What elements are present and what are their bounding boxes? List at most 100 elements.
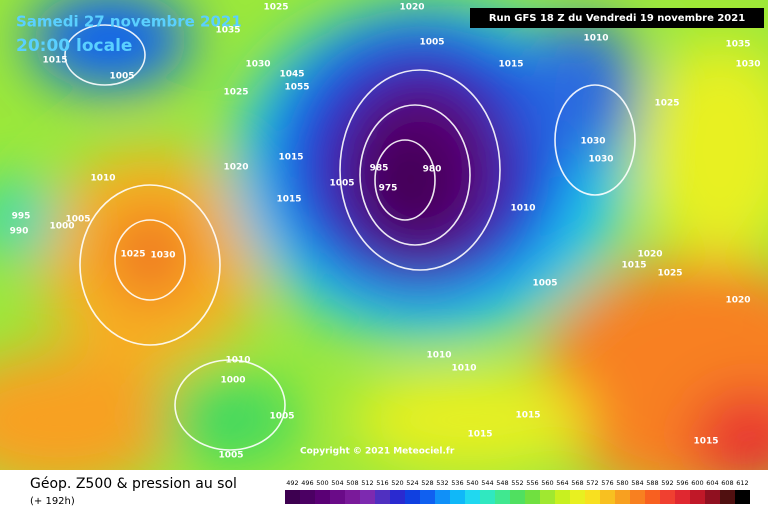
legend-swatch bbox=[495, 490, 510, 504]
isobar-label: 1015 bbox=[498, 60, 523, 70]
isobar-label: 1030 bbox=[150, 251, 175, 261]
isobar-label: 1005 bbox=[419, 38, 444, 48]
isobar-label: 1015 bbox=[42, 56, 67, 66]
legend-value: 536 bbox=[451, 479, 463, 487]
run-text: Run GFS 18 Z du Vendredi 19 novembre 202… bbox=[489, 13, 745, 24]
legend-value: 520 bbox=[391, 479, 403, 487]
legend-swatch bbox=[720, 490, 735, 504]
isobar-label: 1000 bbox=[220, 376, 245, 386]
legend-swatch bbox=[420, 490, 435, 504]
legend-swatch bbox=[690, 490, 705, 504]
isobar-label: 1025 bbox=[657, 269, 682, 279]
legend-value: 504 bbox=[331, 479, 343, 487]
isobar-label: 1010 bbox=[426, 351, 451, 361]
date-text: Samedi 27 novembre 2021 bbox=[16, 13, 242, 31]
isobar-label: 1010 bbox=[225, 356, 250, 366]
legend-value: 576 bbox=[601, 479, 613, 487]
legend-value: 552 bbox=[511, 479, 523, 487]
isobar-label: 1035 bbox=[725, 40, 750, 50]
footer-lead: (+ 192h) bbox=[30, 496, 75, 507]
isobar-label: 1030 bbox=[580, 137, 605, 147]
isobar-label: 1005 bbox=[269, 412, 294, 422]
legend-value: 524 bbox=[406, 479, 418, 487]
legend-value: 560 bbox=[541, 479, 553, 487]
legend-swatch bbox=[630, 490, 645, 504]
legend-value: 608 bbox=[721, 479, 733, 487]
legend-value: 592 bbox=[661, 479, 673, 487]
legend-value: 516 bbox=[376, 479, 388, 487]
isobar-label: 1045 bbox=[279, 70, 304, 80]
legend-swatch bbox=[330, 490, 345, 504]
legend-value: 604 bbox=[706, 479, 718, 487]
legend-swatch bbox=[510, 490, 525, 504]
legend-value: 568 bbox=[571, 479, 583, 487]
legend-value: 588 bbox=[646, 479, 658, 487]
isobar-label: 990 bbox=[10, 227, 29, 237]
run-banner bbox=[470, 8, 764, 28]
legend-swatch bbox=[285, 490, 300, 504]
isobar-label: 1005 bbox=[65, 215, 90, 225]
legend-value: 584 bbox=[631, 479, 643, 487]
legend-swatch bbox=[555, 490, 570, 504]
isobar-label: 1025 bbox=[263, 3, 288, 13]
legend-value: 572 bbox=[586, 479, 598, 487]
isobar-label: 1010 bbox=[451, 364, 476, 374]
legend-swatch bbox=[450, 490, 465, 504]
legend-value: 496 bbox=[301, 479, 313, 487]
legend-swatch bbox=[375, 490, 390, 504]
legend-swatch bbox=[300, 490, 315, 504]
isobar-label: 1025 bbox=[223, 88, 248, 98]
legend-swatch bbox=[645, 490, 660, 504]
legend-swatch bbox=[735, 490, 750, 504]
isobar-label: 1025 bbox=[120, 250, 145, 260]
isobar-label: 985 bbox=[370, 164, 389, 174]
isobar-label: 980 bbox=[423, 165, 442, 175]
isobar-label: 1010 bbox=[90, 174, 115, 184]
legend-value: 596 bbox=[676, 479, 688, 487]
legend-swatch bbox=[405, 490, 420, 504]
isobar-label: 1005 bbox=[109, 72, 134, 82]
legend-swatch bbox=[600, 490, 615, 504]
isobar-label: 1000 bbox=[49, 222, 74, 232]
isobar-label: 1030 bbox=[245, 60, 270, 70]
map-field bbox=[0, 0, 768, 500]
legend-swatch bbox=[675, 490, 690, 504]
isobar-label: 1015 bbox=[278, 153, 303, 163]
legend-swatch bbox=[480, 490, 495, 504]
isobar-label: 975 bbox=[379, 184, 398, 194]
isobar-label: 1015 bbox=[515, 411, 540, 421]
legend-swatch bbox=[585, 490, 600, 504]
copyright: Copyright © 2021 Meteociel.fr bbox=[300, 447, 455, 457]
legend-swatch bbox=[390, 490, 405, 504]
legend-swatch bbox=[465, 490, 480, 504]
legend-value: 492 bbox=[286, 479, 298, 487]
isobar-label: 1055 bbox=[284, 83, 309, 93]
legend-value: 532 bbox=[436, 479, 448, 487]
isobar-label: 1030 bbox=[735, 60, 760, 70]
isobar-label: 1035 bbox=[215, 26, 240, 36]
isobar-label: 1020 bbox=[223, 163, 248, 173]
legend-value: 508 bbox=[346, 479, 358, 487]
legend-value: 600 bbox=[691, 479, 703, 487]
legend-value: 512 bbox=[361, 479, 373, 487]
footer-title: Géop. Z500 & pression au sol bbox=[30, 476, 237, 492]
isobar-label: 1010 bbox=[583, 34, 608, 44]
legend-value: 548 bbox=[496, 479, 508, 487]
isobar-label: 1020 bbox=[399, 3, 424, 13]
isobar-label: 1015 bbox=[621, 261, 646, 271]
legend-swatch bbox=[615, 490, 630, 504]
legend-swatch bbox=[705, 490, 720, 504]
isobar-label: 1010 bbox=[510, 204, 535, 214]
legend-value: 528 bbox=[421, 479, 433, 487]
legend-swatch bbox=[315, 490, 330, 504]
legend-value: 544 bbox=[481, 479, 493, 487]
legend-value: 540 bbox=[466, 479, 478, 487]
legend-value: 580 bbox=[616, 479, 628, 487]
legend-value: 500 bbox=[316, 479, 328, 487]
legend-value: 612 bbox=[736, 479, 748, 487]
legend-swatch bbox=[435, 490, 450, 504]
isobar-label: 1015 bbox=[693, 437, 718, 447]
isobar-label: 995 bbox=[12, 212, 31, 222]
